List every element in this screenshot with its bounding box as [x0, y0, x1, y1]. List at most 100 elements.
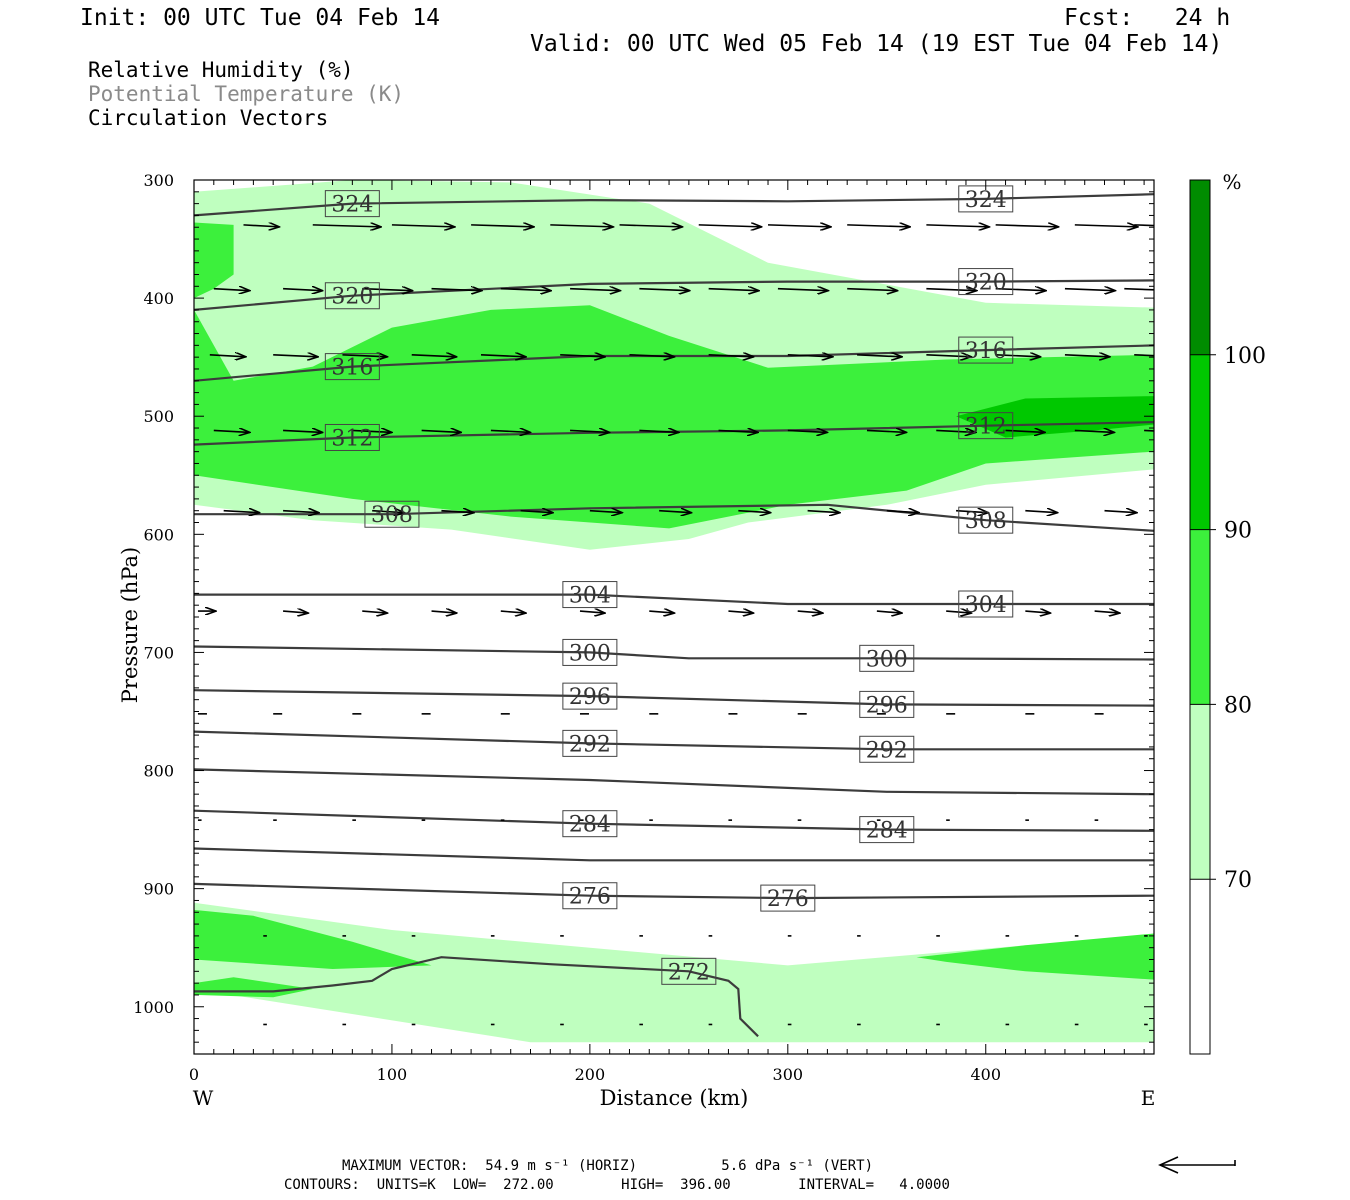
contour-label: 284	[569, 813, 611, 838]
rh-region-80-90	[194, 909, 432, 969]
circulation-vector	[1134, 224, 1154, 227]
circulation-vector	[797, 611, 823, 613]
circulation-vector	[767, 225, 831, 227]
contour-label-box	[324, 423, 380, 451]
y-tick-label: 800	[143, 762, 174, 781]
circulation-vector	[1134, 354, 1154, 357]
circulation-vector	[1074, 225, 1138, 227]
contour-label-box	[859, 644, 915, 672]
theta-contour-304	[194, 593, 1154, 606]
colorbar-label: 90	[1224, 519, 1252, 544]
theta-contour-320	[194, 279, 1154, 311]
contour-label-box	[958, 590, 1014, 618]
contour-label-box	[958, 268, 1014, 296]
circulation-vector	[431, 289, 482, 291]
rh-shading	[194, 180, 1154, 1043]
contour-label: 312	[331, 426, 373, 451]
circulation-vector	[589, 511, 622, 513]
circulation-vector	[926, 225, 989, 227]
y-tick-label: 300	[143, 171, 174, 190]
theta-contour-324	[194, 193, 1154, 217]
circulation-vector	[1025, 511, 1057, 513]
circulation-vector	[273, 355, 318, 357]
rh-region-80-90	[194, 222, 234, 299]
legend-theta: Potential Temperature (K)	[88, 82, 405, 106]
circulation-vector	[362, 289, 412, 291]
colorbar-segment	[1190, 180, 1210, 355]
x-tick-label: 400	[970, 1065, 1001, 1084]
circulation-vector	[629, 355, 674, 357]
colorbar-segment	[1190, 529, 1210, 705]
circulation-vector	[570, 289, 620, 291]
contour-label: 308	[371, 503, 413, 528]
contour-label: 308	[965, 509, 1007, 534]
theta-contour-316	[194, 344, 1154, 382]
colorbar-segment	[1190, 354, 1210, 530]
circulation-vector	[995, 355, 1041, 357]
circulation-vector	[807, 511, 840, 513]
x-tick-label: 200	[575, 1065, 606, 1084]
y-tick-label: 600	[143, 525, 174, 544]
contour-label: 324	[965, 188, 1007, 213]
contour-label-box	[324, 353, 380, 381]
circulation-vector	[579, 611, 605, 613]
contour-label-box	[859, 690, 915, 718]
circulation-vector	[283, 611, 308, 613]
circulation-vector	[708, 289, 759, 291]
circulation-vector	[441, 511, 473, 513]
circulation-vector	[213, 430, 250, 432]
circulation-vector	[431, 611, 457, 613]
circulation-vector	[411, 355, 457, 357]
theta-contour-272	[194, 956, 759, 1038]
contour-label-box	[958, 506, 1014, 534]
y-tick-label: 1000	[133, 998, 174, 1017]
colorbar-segment	[1190, 879, 1210, 1054]
circulation-vector	[342, 355, 387, 357]
circulation-vector	[649, 611, 674, 613]
circulation-vector	[886, 511, 919, 513]
rh-region-80-90	[916, 933, 1154, 980]
contour-label: 304	[965, 593, 1007, 618]
valid-time: Valid: 00 UTC Wed 05 Feb 14 (19 EST Tue …	[530, 31, 1223, 57]
contour-label: 324	[331, 193, 373, 218]
contour-label-box	[324, 190, 380, 218]
circulation-vector	[372, 511, 404, 513]
west-label: W	[193, 1086, 214, 1110]
theta-contours	[194, 193, 1154, 1038]
circulation-vector	[480, 355, 526, 357]
circulation-vector	[283, 430, 323, 432]
theta-contour-312	[194, 421, 1154, 446]
rh-region-70-80	[194, 902, 1154, 1043]
colorbar-label: 100	[1224, 344, 1266, 369]
colorbar-frame	[1189, 179, 1211, 1055]
y-tick-label: 400	[143, 289, 174, 308]
circulation-vector	[866, 430, 907, 432]
circulation-vector	[876, 611, 902, 613]
contour-label-box	[859, 816, 915, 844]
theta-contour-276	[194, 882, 1154, 900]
circulation-vector	[213, 289, 250, 291]
circulation-vector	[926, 289, 976, 291]
contour-label: 304	[569, 584, 611, 609]
contour-label-box	[958, 412, 1014, 440]
contour-label-box	[324, 282, 380, 310]
circulation-vector	[738, 511, 770, 513]
contour-label-box	[562, 581, 618, 609]
rh-region-90-100	[956, 396, 1154, 438]
circulation-vector	[490, 430, 531, 432]
circulation-vector	[362, 611, 387, 613]
contour-label: 284	[866, 819, 908, 844]
y-axis-label: Pressure (hPa)	[118, 547, 142, 703]
init-time: Init: 00 UTC Tue 04 Feb 14	[80, 5, 441, 31]
circulation-vector	[619, 225, 683, 227]
contour-label: 300	[569, 641, 611, 666]
circulation-vector	[847, 289, 897, 291]
theta-contour-308	[194, 503, 1154, 532]
circulation-vector	[639, 289, 689, 291]
x-tick-label: 0	[189, 1065, 199, 1084]
circulation-vector	[1144, 429, 1154, 432]
x-axis-label: Distance (km)	[600, 1086, 749, 1110]
rh-region-80-90	[194, 305, 1154, 529]
theta-contour-284	[194, 809, 1154, 832]
